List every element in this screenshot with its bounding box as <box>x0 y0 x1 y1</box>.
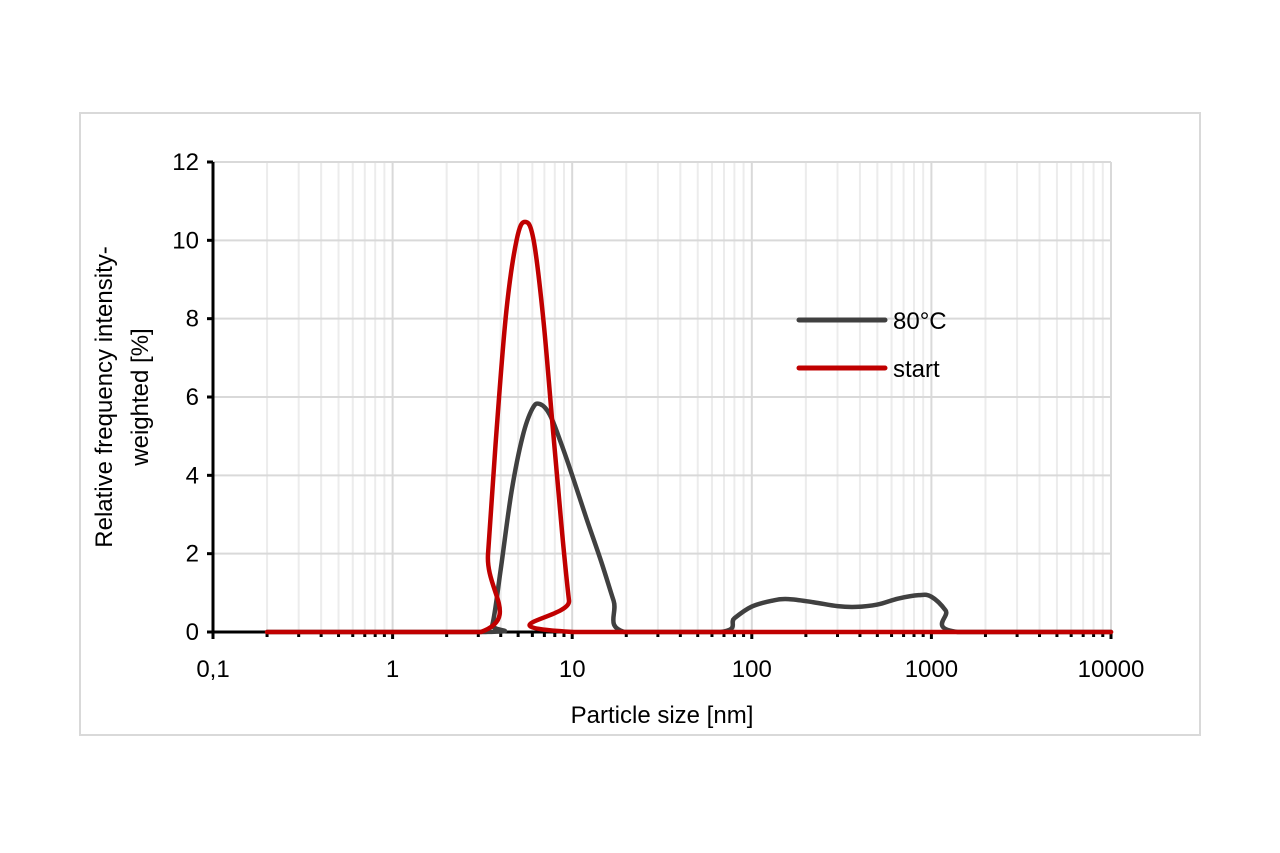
legend-item-start: start <box>796 356 940 383</box>
x-tick-label: 100 <box>732 656 772 683</box>
y-tick-label: 8 <box>186 306 199 333</box>
y-tick-label: 4 <box>186 462 199 489</box>
y-axis-title: Relative frequency intensity- weighted [… <box>91 246 154 547</box>
legend-label-start: start <box>893 356 940 383</box>
y-tick-label: 6 <box>186 384 199 411</box>
y-axis-title-line2: weighted [%] <box>127 328 154 466</box>
x-tick-label: 10000 <box>1078 656 1145 683</box>
axes <box>207 160 1113 639</box>
legend-item-80c: 80°C <box>796 308 947 335</box>
x-tick-label: 0,1 <box>196 656 229 683</box>
tick-labels: 0 2 4 6 8 10 12 0,1 1 10 100 1000 10000 <box>172 149 1144 683</box>
y-tick-label: 10 <box>172 227 199 254</box>
x-tick-label: 10 <box>559 656 586 683</box>
y-axis-title-line1: Relative frequency intensity- <box>91 246 118 547</box>
y-tick-label: 2 <box>186 541 199 568</box>
x-tick-label: 1000 <box>905 656 958 683</box>
series-line-start <box>264 219 1114 635</box>
data-series <box>264 219 1114 635</box>
grid-lines <box>212 161 1112 633</box>
x-tick-label: 1 <box>386 656 399 683</box>
series-line-80c <box>264 401 1114 635</box>
legend: 80°C start <box>796 308 947 383</box>
x-axis-title: Particle size [nm] <box>571 702 754 729</box>
y-tick-label: 0 <box>186 619 199 646</box>
y-tick-label: 12 <box>172 149 199 176</box>
legend-label-80c: 80°C <box>893 308 947 335</box>
